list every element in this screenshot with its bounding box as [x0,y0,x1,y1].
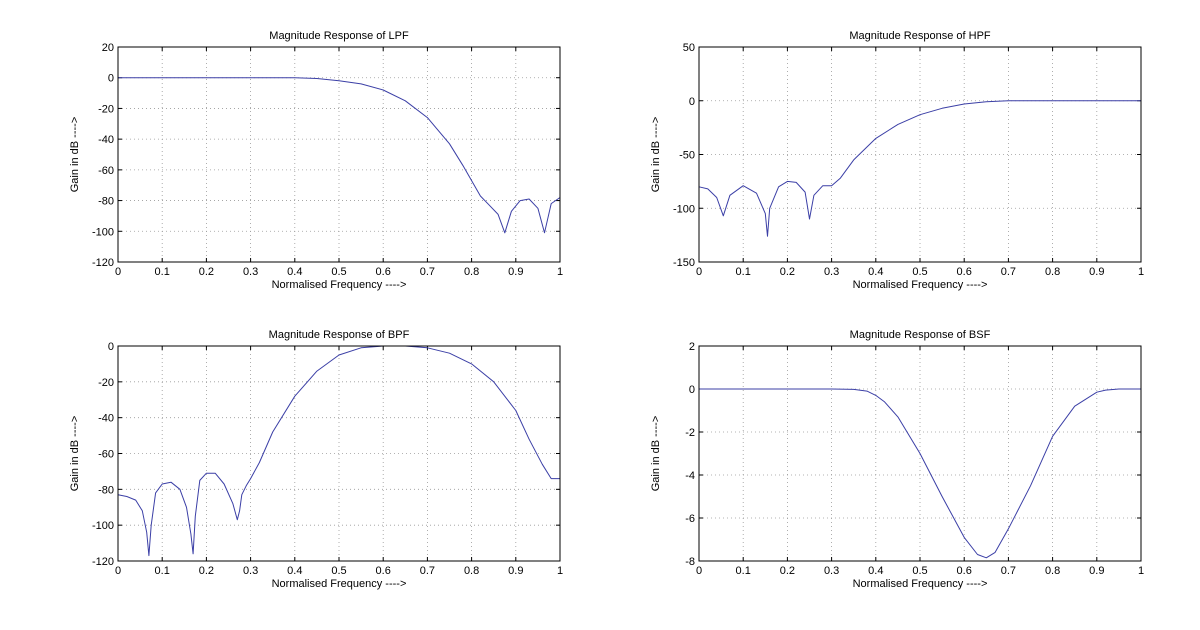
x-tick-label: 0.4 [868,266,883,278]
x-tick-label: 1 [1138,266,1144,278]
y-tick-label: -4 [685,470,695,482]
y-tick-label: -20 [98,103,114,115]
series-line [118,77,561,234]
x-tick-label: 0.3 [824,266,839,278]
axes-frame [117,345,561,562]
series-line [699,388,1141,559]
y-tick-label: -40 [98,134,114,146]
y-tick-label: -60 [98,449,114,461]
chart-panel: 0 0.1 0.2 0.3 0.4 0.5 0.6 0.7 0.8 0.9 1 -120 -100 -80… [69,329,563,590]
y-axis-label: Gain in dB ----> [69,117,81,193]
x-tick-label: 0.3 [243,266,258,278]
y-tick-label: 0 [689,96,695,108]
y-tick-label: -80 [98,196,114,208]
y-tick-label: -20 [98,377,114,389]
x-tick-label: 0.8 [464,565,479,577]
y-tick-label: -120 [92,556,114,568]
axes-frame [698,46,1142,263]
chart-panel: 0 0.1 0.2 0.3 0.4 0.5 0.6 0.7 0.8 0.9 1 -8 -6 -4 -2 0 2 M… [650,329,1144,590]
plot-area [118,47,560,262]
y-tick-label: -150 [673,257,695,269]
x-axis-label: Normalised Frequency ----> [272,578,407,590]
x-tick-label: 0.7 [420,266,435,278]
x-axis-label: Normalised Frequency ----> [853,279,988,291]
chart-title: Magnitude Response of BPF [269,329,410,341]
y-axis-label: Gain in dB ----> [69,416,81,492]
x-tick-label: 0 [696,565,702,577]
y-tick-label: -80 [98,484,114,496]
y-tick-label: -8 [685,556,695,568]
x-tick-label: 0.8 [1045,565,1060,577]
series-line [698,100,1141,237]
x-tick-label: 0.5 [331,266,346,278]
x-tick-label: 0.4 [287,266,302,278]
y-tick-label: -6 [685,513,695,525]
y-axis-label: Gain in dB ----> [650,117,662,193]
x-tick-label: 0.1 [155,266,170,278]
x-tick-label: 0 [115,266,121,278]
x-axis-label: Normalised Frequency ----> [853,578,988,590]
x-tick-label: 0.8 [1045,266,1060,278]
x-tick-label: 0.5 [912,565,927,577]
x-tick-label: 0.1 [736,266,751,278]
y-tick-label: 0 [108,73,114,85]
chart-title: Magnitude Response of LPF [269,30,409,42]
y-tick-label: 2 [689,341,695,353]
y-axis-label: Gain in dB ----> [650,416,662,492]
chart-title: Magnitude Response of BSF [850,329,991,341]
x-tick-label: 0.6 [376,266,391,278]
y-tick-label: -60 [98,165,114,177]
x-tick-label: 0.2 [199,266,214,278]
chart-title: Magnitude Response of HPF [849,30,991,42]
y-tick-label: -120 [92,257,114,269]
x-tick-label: 0.2 [780,565,795,577]
x-tick-label: 0.5 [331,565,346,577]
axes-frame [698,345,1142,562]
chart-panel: 0 0.1 0.2 0.3 0.4 0.5 0.6 0.7 0.8 0.9 1 -120 -100 -80… [69,30,563,291]
chart-panel: 0 0.1 0.2 0.3 0.4 0.5 0.6 0.7 0.8 0.9 1 -150 -100 -50… [650,30,1144,291]
y-tick-label: 0 [108,341,114,353]
x-tick-label: 1 [1138,565,1144,577]
x-tick-label: 0.9 [508,565,523,577]
x-tick-label: 0.4 [287,565,302,577]
x-tick-label: 0.3 [243,565,258,577]
y-tick-label: -2 [685,427,695,439]
y-tick-label: -100 [92,226,114,238]
x-tick-label: 0.5 [912,266,927,278]
x-tick-label: 0 [696,266,702,278]
x-tick-label: 0.6 [957,266,972,278]
y-tick-label: 0 [689,384,695,396]
x-tick-label: 0.9 [508,266,523,278]
x-tick-label: 0.1 [736,565,751,577]
series-line [117,345,560,557]
x-tick-label: 1 [557,266,563,278]
x-tick-label: 0.3 [824,565,839,577]
y-tick-label: 20 [102,42,114,54]
x-tick-label: 0.2 [199,565,214,577]
x-tick-label: 0.6 [957,565,972,577]
y-tick-label: -40 [98,413,114,425]
x-tick-label: 0.7 [420,565,435,577]
y-tick-label: -100 [92,520,114,532]
axes-frame [117,46,561,263]
x-tick-label: 0.6 [376,565,391,577]
x-axis-label: Normalised Frequency ----> [272,279,407,291]
x-tick-label: 0.1 [155,565,170,577]
x-tick-label: 0.9 [1089,565,1104,577]
x-tick-label: 0.7 [1001,565,1016,577]
x-tick-label: 0.4 [868,565,883,577]
x-tick-label: 0 [115,565,121,577]
x-tick-label: 1 [557,565,563,577]
x-tick-label: 0.8 [464,266,479,278]
y-tick-label: -100 [673,203,695,215]
x-tick-label: 0.2 [780,266,795,278]
y-tick-label: -50 [679,150,695,162]
x-tick-label: 0.7 [1001,266,1016,278]
y-tick-label: 50 [683,42,695,54]
x-tick-label: 0.9 [1089,266,1104,278]
